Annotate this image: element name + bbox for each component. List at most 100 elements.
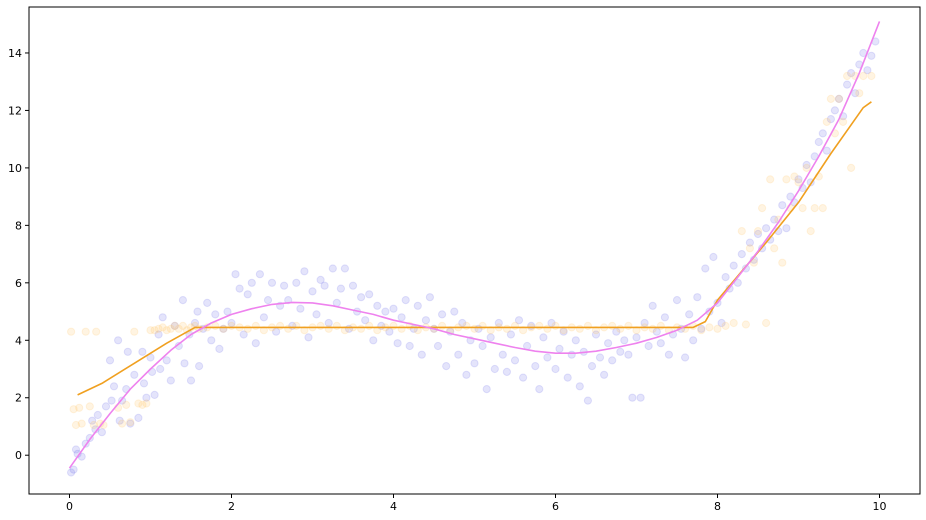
scatter-point: [770, 244, 779, 253]
x-tick-label: 6: [552, 500, 559, 513]
scatter-point: [433, 341, 443, 351]
scatter-point: [324, 324, 333, 333]
scatter-point: [693, 293, 702, 302]
line-layer: [68, 21, 881, 469]
scatter-point: [93, 410, 102, 420]
plot-area: [28, 6, 921, 495]
scatter-point: [438, 321, 447, 330]
scatter-point: [203, 298, 212, 307]
scatter-point: [782, 175, 791, 184]
scatter-point: [243, 324, 252, 333]
scatter-point: [758, 204, 767, 213]
scatter-point: [118, 419, 127, 428]
scatter-point: [632, 333, 641, 342]
scatter-point: [109, 382, 119, 391]
scatter-point: [664, 350, 674, 359]
scatter-point: [462, 370, 471, 379]
scatter-series-observed-points: [67, 37, 880, 477]
scatter-point: [101, 402, 111, 411]
scatter-point: [794, 175, 803, 184]
scatter-point: [235, 284, 244, 293]
scatter-point: [826, 115, 836, 124]
scatter-point: [92, 327, 101, 336]
y-tick-label: 8: [15, 219, 22, 232]
scatter-point: [365, 290, 374, 299]
scatter-point: [320, 281, 329, 290]
scatter-point: [843, 80, 852, 89]
scatter-point: [843, 71, 852, 81]
scatter-point: [575, 382, 584, 391]
scatter-point: [369, 336, 378, 345]
scatter-point: [851, 89, 860, 98]
scatter-point: [292, 278, 301, 287]
scatter-point: [178, 296, 187, 305]
y-axis-ticks: 0 2 4 6 8 10 12 14: [8, 47, 29, 462]
scatter-point: [170, 321, 179, 330]
scatter-point: [470, 324, 479, 333]
scatter-point: [263, 296, 273, 305]
scatter-point: [381, 307, 390, 316]
scatter-point: [373, 301, 382, 310]
y-tick-label: 2: [15, 392, 22, 405]
scatter-point: [697, 326, 706, 335]
scatter-point: [89, 420, 98, 430]
scatter-point: [146, 326, 155, 335]
y-tick-label: 14: [8, 47, 22, 60]
scatter-point: [847, 69, 856, 78]
scatter-point: [794, 178, 803, 187]
scatter-point: [69, 405, 78, 414]
scatter-point: [154, 324, 163, 333]
x-tick-label: 10: [873, 500, 887, 513]
scatter-point: [490, 364, 499, 374]
scatter-point: [478, 341, 487, 351]
scatter-point: [766, 175, 775, 184]
scatter-point: [154, 330, 163, 339]
x-tick-label: 2: [228, 500, 235, 513]
y-tick-label: 12: [8, 104, 22, 117]
scatter-point: [867, 51, 876, 60]
scatter-point: [316, 321, 325, 330]
scatter-point: [818, 204, 827, 213]
x-tick-label: 8: [714, 500, 721, 513]
scatter-point: [170, 321, 179, 330]
scatter-point: [138, 347, 147, 356]
scatter-point: [782, 224, 791, 233]
scatter-point: [292, 321, 301, 330]
scatter-point: [648, 301, 657, 310]
scatter-point: [442, 362, 451, 371]
scatter-point: [790, 172, 799, 181]
scatter-point: [539, 333, 548, 342]
scatter-point: [67, 468, 76, 477]
scatter-point: [810, 204, 819, 213]
scatter-point: [462, 321, 471, 330]
scatter-point: [510, 321, 520, 330]
scatter-point: [393, 339, 402, 348]
scatter-point: [227, 321, 236, 330]
scatter-point: [814, 137, 823, 147]
scatter-point: [855, 89, 864, 98]
scatter-point: [583, 321, 593, 330]
scatter-point: [685, 310, 694, 319]
scatter-point: [162, 356, 171, 365]
scatter-point: [567, 350, 576, 359]
scatter-point: [280, 281, 289, 290]
scatter-point: [616, 324, 625, 333]
scatter-point: [721, 273, 730, 282]
scatter-point: [180, 359, 189, 368]
scatter-point: [510, 356, 520, 365]
scatter-point: [316, 275, 325, 284]
scatter-point: [219, 324, 228, 333]
scatter-point: [543, 353, 552, 362]
y-tick-label: 0: [15, 449, 22, 462]
scatter-point: [97, 428, 107, 437]
scatter-point: [389, 304, 398, 313]
scatter-point: [211, 310, 220, 319]
scatter-point: [251, 321, 260, 330]
scatter-point: [826, 94, 836, 104]
scatter-point: [563, 373, 572, 382]
scatter-point: [745, 238, 755, 247]
scatter-point: [839, 117, 848, 127]
scatter-point: [822, 146, 831, 155]
scatter-point: [583, 396, 593, 405]
